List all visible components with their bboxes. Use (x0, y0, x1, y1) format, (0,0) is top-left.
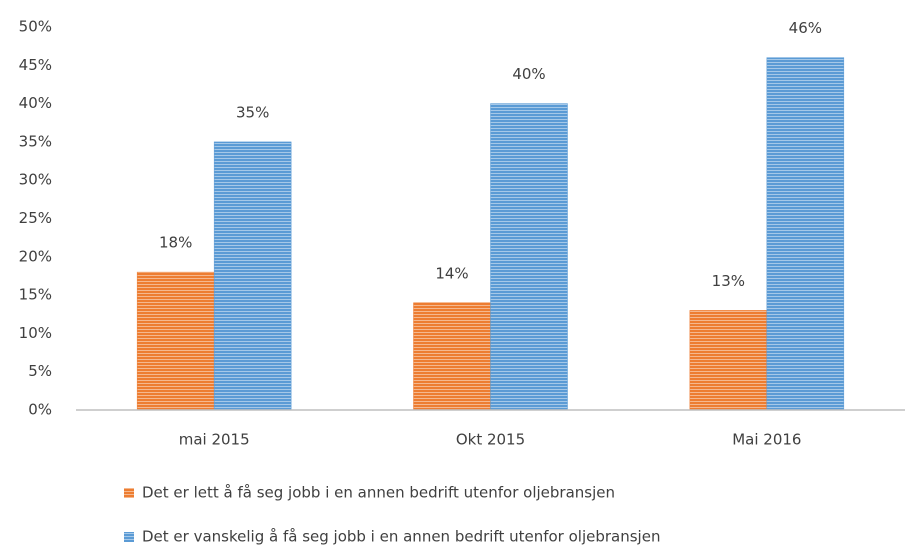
x-tick-label: Okt 2015 (456, 431, 525, 449)
data-label: 40% (512, 65, 545, 83)
data-label: 18% (159, 234, 192, 252)
bar (766, 57, 845, 411)
bar (136, 271, 215, 411)
legend-swatch (124, 532, 134, 542)
bar (213, 141, 292, 411)
y-tick-label: 10% (19, 324, 52, 342)
data-label: 46% (789, 19, 822, 37)
x-tick-label: mai 2015 (179, 431, 250, 449)
bar (413, 302, 491, 411)
y-tick-label: 20% (19, 247, 52, 265)
bar (689, 310, 768, 411)
y-tick-label: 15% (19, 286, 52, 304)
y-tick-label: 40% (19, 94, 52, 112)
x-tick-label: Mai 2016 (732, 431, 801, 449)
legend-label: Det er lett å få seg jobb i en annen bed… (142, 484, 615, 502)
y-tick-label: 45% (19, 56, 52, 74)
y-tick-label: 30% (19, 171, 52, 189)
y-tick-label: 5% (28, 362, 52, 380)
bar (490, 103, 568, 411)
y-tick-label: 0% (28, 401, 52, 419)
data-label: 13% (712, 272, 745, 290)
y-tick-label: 25% (19, 209, 52, 227)
y-tick-label: 35% (19, 132, 52, 150)
data-label: 35% (236, 103, 269, 121)
legend-swatch (124, 488, 134, 498)
y-tick-label: 50% (19, 18, 52, 36)
data-label: 14% (435, 264, 468, 282)
legend-label: Det er vanskelig å få seg jobb i en anne… (142, 528, 660, 546)
